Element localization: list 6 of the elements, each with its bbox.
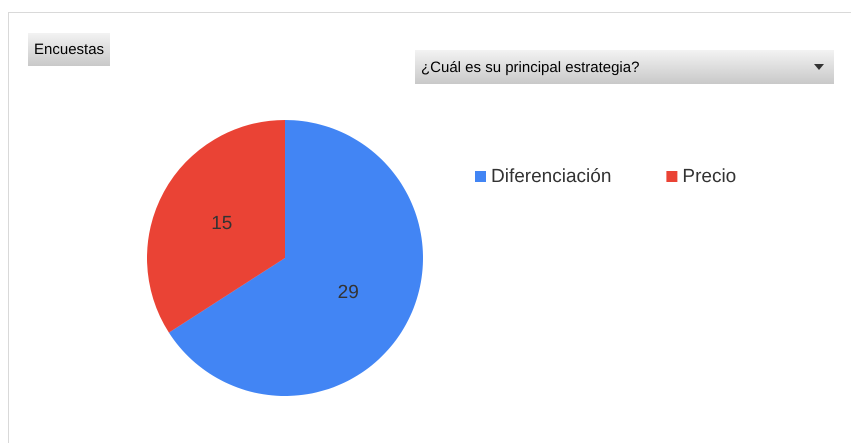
legend-label: Diferenciación <box>491 166 612 187</box>
data-label: 15 <box>211 212 232 234</box>
legend-label: Precio <box>682 166 736 187</box>
chart-title: Encuestas <box>28 33 110 66</box>
data-label: 29 <box>338 282 359 304</box>
legend-title: ¿Cuál es su principal estrategia? <box>421 58 640 76</box>
